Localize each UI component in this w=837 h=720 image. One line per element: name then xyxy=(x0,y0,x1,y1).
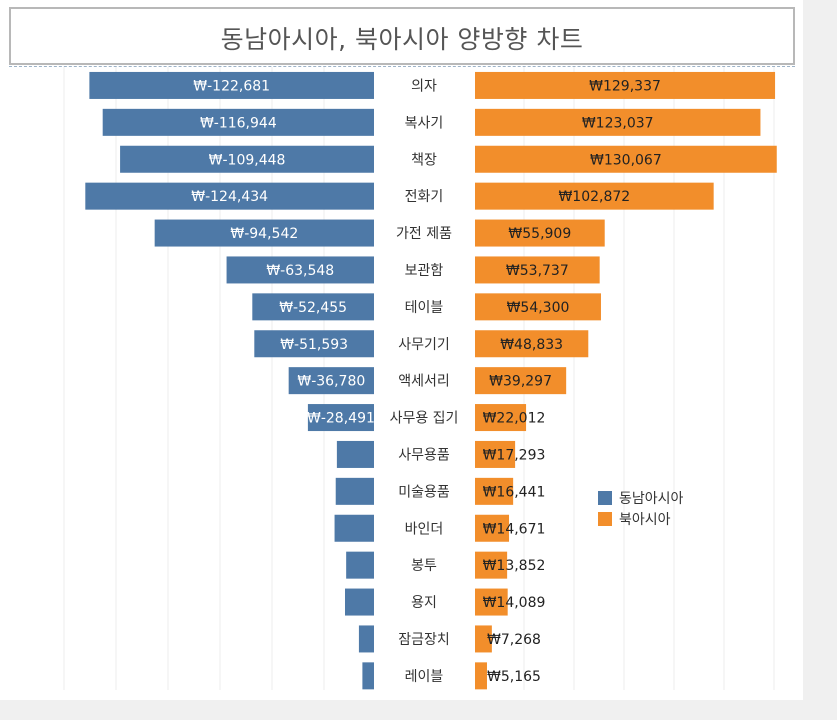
value-label-southeast-asia: ₩-36,780 xyxy=(297,374,365,390)
category-label: 책장 xyxy=(411,152,437,168)
value-label-north-asia: ₩5,165 xyxy=(487,669,541,685)
legend-item-southeast-asia[interactable]: 동남아시아 xyxy=(598,487,683,508)
bar-southeast-asia xyxy=(102,108,375,136)
category-label: 봉투 xyxy=(411,558,437,574)
value-label-north-asia: ₩14,089 xyxy=(483,595,546,611)
value-label-southeast-asia: ₩-51,593 xyxy=(280,337,348,353)
bar-southeast-asia xyxy=(358,625,374,653)
bar-southeast-asia xyxy=(120,145,374,173)
category-label: 잠금장치 xyxy=(398,632,450,648)
value-label-north-asia: ₩39,297 xyxy=(489,374,552,390)
value-label-north-asia: ₩53,737 xyxy=(506,263,569,279)
bar-southeast-asia xyxy=(336,440,374,468)
value-label-southeast-asia: ₩-122,681 xyxy=(193,78,270,94)
bar-north-asia xyxy=(475,293,601,321)
category-label: 액세서리 xyxy=(398,374,450,390)
category-label: 바인더 xyxy=(405,521,444,537)
bar-southeast-asia xyxy=(307,404,374,432)
value-label-southeast-asia: ₩-28,491 xyxy=(307,411,375,427)
bar-north-asia xyxy=(475,588,508,616)
category-label: 미술용품 xyxy=(398,484,450,500)
value-label-north-asia: ₩48,833 xyxy=(500,337,563,353)
category-label: 사무용품 xyxy=(398,447,450,463)
category-label: 사무용 집기 xyxy=(390,411,459,427)
bar-north-asia xyxy=(475,182,714,210)
bar-southeast-asia xyxy=(288,367,374,395)
bar-north-asia xyxy=(475,145,777,173)
value-label-north-asia: ₩54,300 xyxy=(507,300,570,316)
title-box: 동남아시아, 북아시아 양방향 차트 xyxy=(9,7,795,67)
bar-north-asia xyxy=(475,477,514,505)
category-label: 의자 xyxy=(411,78,437,94)
bars-right xyxy=(475,71,777,690)
bar-north-asia xyxy=(475,367,567,395)
legend-label-southeast-asia: 동남아시아 xyxy=(619,490,684,507)
bar-north-asia xyxy=(475,219,605,247)
category-label: 테이블 xyxy=(405,300,444,316)
bar-north-asia xyxy=(475,108,761,136)
bar-southeast-asia xyxy=(226,256,374,284)
value-label-north-asia: ₩14,671 xyxy=(483,521,546,537)
bars-left xyxy=(85,71,375,690)
value-label-north-asia: ₩13,852 xyxy=(483,558,546,574)
category-label: 용지 xyxy=(411,595,437,611)
value-label-north-asia: ₩129,337 xyxy=(589,78,661,94)
value-label-southeast-asia: ₩-52,455 xyxy=(279,300,347,316)
legend: 동남아시아 북아시아 xyxy=(598,487,683,529)
value-label-southeast-asia: ₩-94,542 xyxy=(230,226,298,242)
value-label-southeast-asia: ₩-124,434 xyxy=(191,189,268,205)
value-label-southeast-asia: ₩-109,448 xyxy=(209,152,286,168)
bar-southeast-asia xyxy=(154,219,374,247)
bar-north-asia xyxy=(475,440,516,468)
category-label: 보관함 xyxy=(405,263,444,279)
bar-north-asia xyxy=(475,256,600,284)
value-labels-right: ₩129,337 ₩123,037 ₩130,067 ₩102,872 ₩55,909 ₩… xyxy=(483,78,662,684)
category-label: 사무기기 xyxy=(398,337,450,353)
legend-label-north-asia: 북아시아 xyxy=(619,511,671,528)
legend-swatch-southeast-asia xyxy=(598,490,612,505)
bar-north-asia xyxy=(475,71,776,99)
value-label-north-asia: ₩55,909 xyxy=(508,226,571,242)
bar-southeast-asia xyxy=(254,330,374,358)
value-label-north-asia: ₩16,441 xyxy=(483,484,546,500)
value-label-southeast-asia: ₩-116,944 xyxy=(200,115,277,131)
category-label: 가전 제품 xyxy=(396,226,452,242)
value-label-north-asia: ₩130,067 xyxy=(590,152,662,168)
bar-north-asia xyxy=(475,330,589,358)
bar-north-asia xyxy=(475,625,492,653)
value-label-north-asia: ₩22,012 xyxy=(483,411,546,427)
bar-southeast-asia xyxy=(346,551,374,579)
bar-southeast-asia xyxy=(85,182,375,210)
category-label: 전화기 xyxy=(405,189,444,205)
bar-north-asia xyxy=(475,551,508,579)
bar-southeast-asia xyxy=(335,477,374,505)
bar-southeast-asia xyxy=(89,71,375,99)
value-labels-left: ₩-122,681 ₩-116,944 ₩-109,448 ₩-124,434 ₩-94… xyxy=(191,78,375,426)
bar-north-asia xyxy=(475,404,527,432)
value-label-north-asia: ₩123,037 xyxy=(582,115,654,131)
bar-southeast-asia xyxy=(345,588,374,616)
category-label: 레이블 xyxy=(405,669,444,685)
bar-north-asia xyxy=(475,662,487,690)
value-label-southeast-asia: ₩-63,548 xyxy=(266,263,334,279)
bar-southeast-asia xyxy=(362,662,374,690)
legend-swatch-north-asia xyxy=(598,511,612,526)
category-label: 복사기 xyxy=(405,115,444,131)
bar-southeast-asia xyxy=(252,293,374,321)
value-label-north-asia: ₩17,293 xyxy=(483,447,546,463)
value-label-north-asia: ₩7,268 xyxy=(487,632,541,648)
bar-southeast-asia xyxy=(334,514,374,542)
chart-title: 동남아시아, 북아시아 양방향 차트 xyxy=(220,25,584,54)
value-label-north-asia: ₩102,872 xyxy=(558,189,630,205)
legend-item-north-asia[interactable]: 북아시아 xyxy=(598,508,683,529)
bar-north-asia xyxy=(475,514,510,542)
